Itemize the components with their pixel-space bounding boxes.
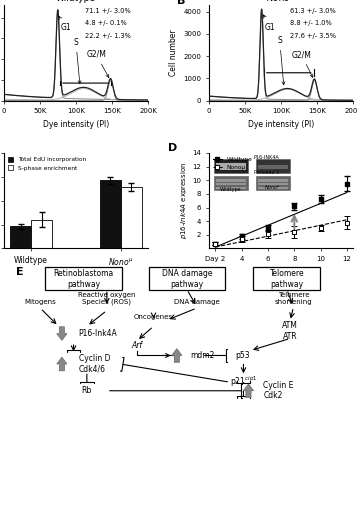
Y-axis label: $\it{p16}$-$\it{Ink4A}$ expression: $\it{p16}$-$\it{Ink4A}$ expression	[180, 162, 190, 239]
Text: Telomere
shortening: Telomere shortening	[275, 292, 312, 305]
Text: p21$^{cip1}$: p21$^{cip1}$	[230, 375, 257, 389]
Text: P16-Ink4A: P16-Ink4A	[79, 329, 117, 338]
Legend: Wildtype, Nonoμ: Wildtype, Nonoμ	[212, 156, 253, 172]
Text: Rb: Rb	[82, 386, 92, 395]
Title: Wildtype: Wildtype	[56, 0, 96, 3]
X-axis label: Dye intensity (PI): Dye intensity (PI)	[248, 120, 314, 129]
FancyBboxPatch shape	[45, 267, 122, 291]
Bar	[100, 180, 121, 248]
Polygon shape	[243, 384, 253, 398]
Text: D: D	[169, 144, 178, 153]
Text: Cyclin D
Cdk4/6: Cyclin D Cdk4/6	[79, 354, 110, 374]
Text: E: E	[16, 267, 24, 277]
Polygon shape	[172, 349, 182, 362]
Text: DNA damage
pathway: DNA damage pathway	[162, 269, 212, 289]
Y-axis label: Cell number: Cell number	[169, 30, 178, 76]
Text: 71.1 +/- 3.0%: 71.1 +/- 3.0%	[85, 8, 130, 14]
Text: p53: p53	[235, 351, 250, 360]
Text: Cyclin E
Cdk2: Cyclin E Cdk2	[263, 381, 294, 401]
FancyBboxPatch shape	[253, 267, 320, 291]
Text: G1: G1	[59, 16, 71, 32]
Legend: Total EdU incorporation, S-phase enrichment: Total EdU incorporation, S-phase enrichm…	[6, 156, 87, 172]
Text: 61.3 +/- 3.0%: 61.3 +/- 3.0%	[290, 8, 336, 14]
Text: Arf: Arf	[131, 341, 142, 350]
Text: Mitogens: Mitogens	[24, 299, 56, 305]
Text: Retinoblastoma
pathway: Retinoblastoma pathway	[54, 269, 114, 289]
Text: ATM
ATR: ATM ATR	[282, 322, 298, 341]
Polygon shape	[57, 327, 67, 341]
Text: 4.8 +/- 0.1%: 4.8 +/- 0.1%	[85, 20, 126, 26]
Text: DNA damage: DNA damage	[174, 299, 220, 305]
Polygon shape	[57, 357, 67, 371]
Bar	[10, 227, 31, 248]
Text: G1: G1	[263, 15, 276, 32]
Text: 22.2 +/- 1.3%: 22.2 +/- 1.3%	[85, 33, 130, 39]
Bar	[31, 220, 52, 248]
Text: 27.6 +/- 3.5%: 27.6 +/- 3.5%	[290, 33, 336, 39]
Text: B: B	[177, 0, 185, 6]
Text: G2/M: G2/M	[86, 50, 109, 77]
Text: S: S	[74, 38, 81, 83]
Title: $\it{Nono}^{\mu}$: $\it{Nono}^{\mu}$	[266, 0, 296, 3]
FancyBboxPatch shape	[149, 267, 225, 291]
Text: G2/M: G2/M	[291, 50, 313, 77]
Text: Telomere
pathway: Telomere pathway	[270, 269, 304, 289]
Text: S: S	[277, 36, 285, 85]
Bar	[121, 187, 142, 248]
Text: 8.8 +/- 1.0%: 8.8 +/- 1.0%	[290, 20, 332, 26]
X-axis label: Dye intensity (PI): Dye intensity (PI)	[43, 120, 109, 129]
Text: Oncogenes: Oncogenes	[134, 314, 173, 320]
Text: mdm2: mdm2	[190, 351, 215, 360]
Text: Reactive oxygen
Species (ROS): Reactive oxygen Species (ROS)	[78, 292, 136, 305]
